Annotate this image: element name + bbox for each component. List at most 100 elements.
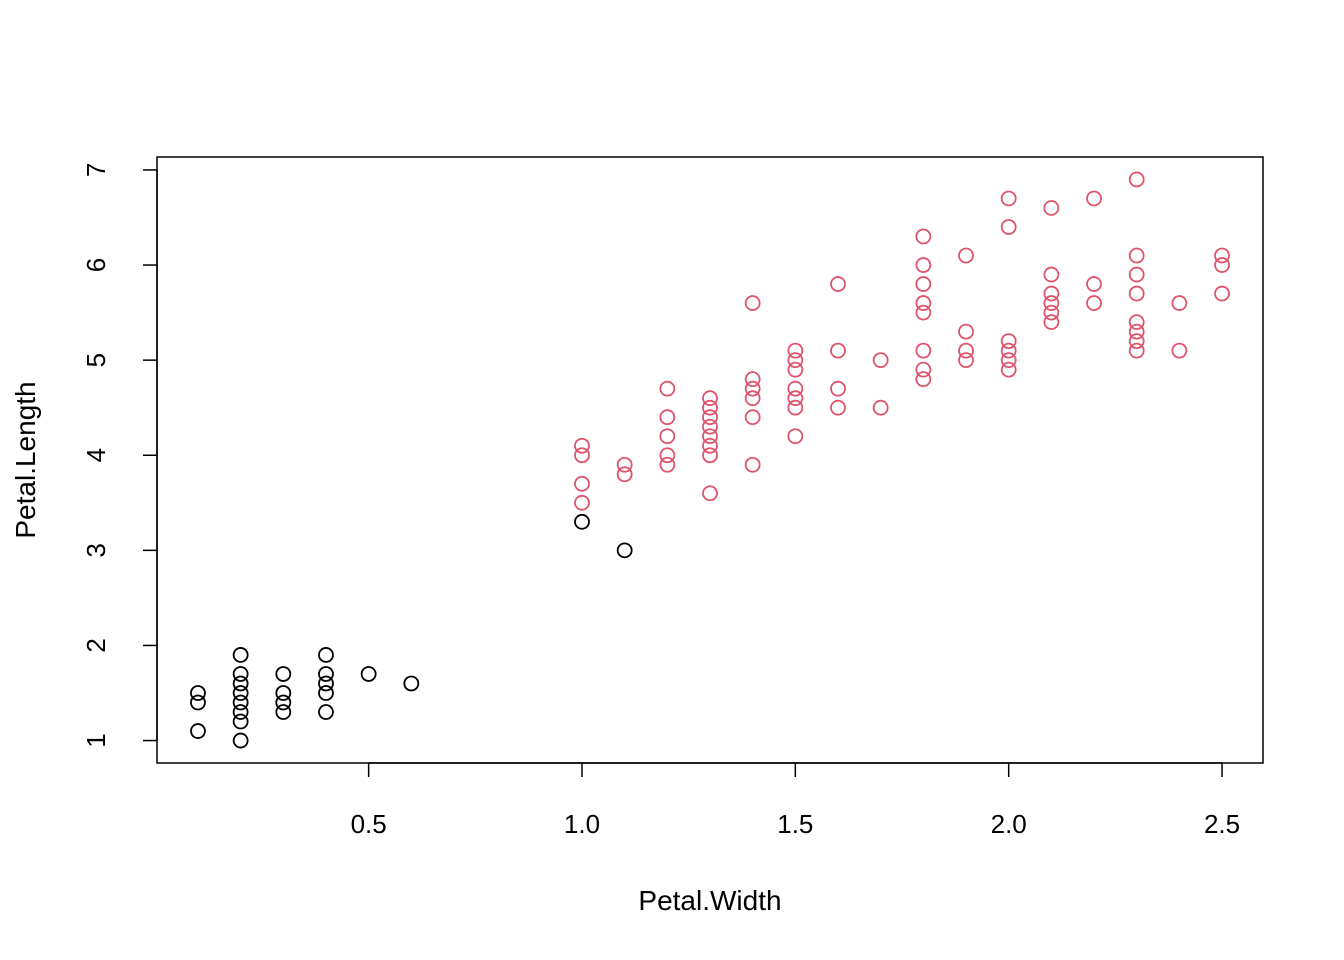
data-point xyxy=(787,342,804,359)
data-point xyxy=(190,723,206,739)
data-point xyxy=(1086,295,1102,311)
data-point xyxy=(1128,171,1145,188)
data-point xyxy=(1128,314,1145,330)
data-point xyxy=(275,685,292,701)
data-point xyxy=(830,380,846,397)
data-point xyxy=(318,675,334,692)
data-point xyxy=(659,380,676,397)
data-point xyxy=(318,685,334,701)
data-point xyxy=(787,380,804,397)
data-point xyxy=(787,428,804,445)
data-point xyxy=(275,666,292,682)
data-point xyxy=(275,704,292,720)
data-point xyxy=(702,428,718,445)
x-axis: 0.5 1.0 1.5 2.0 2.5 xyxy=(351,762,1240,839)
data-point xyxy=(574,513,590,530)
data-point xyxy=(659,409,676,426)
x-tick-label: 1.5 xyxy=(777,809,813,839)
data-point xyxy=(574,437,590,454)
data-point xyxy=(318,666,334,682)
data-point xyxy=(1128,285,1145,302)
y-tick-label: 2 xyxy=(81,638,111,652)
data-point xyxy=(616,542,633,559)
data-point xyxy=(744,390,761,407)
data-point xyxy=(958,352,974,369)
data-point xyxy=(702,437,718,454)
data-point xyxy=(702,390,718,407)
data-point xyxy=(232,666,249,682)
y-axis: 1 2 3 4 5 6 7 xyxy=(81,163,158,748)
data-point xyxy=(574,494,590,511)
data-point xyxy=(1171,342,1188,359)
data-point xyxy=(830,342,846,359)
data-point xyxy=(1043,295,1060,311)
data-point xyxy=(1214,247,1230,264)
data-point xyxy=(915,342,932,359)
data-point xyxy=(574,447,590,464)
data-point xyxy=(574,475,590,492)
data-point xyxy=(872,399,889,416)
data-point xyxy=(702,447,718,464)
data-point xyxy=(744,295,761,311)
data-point xyxy=(232,675,249,692)
data-point xyxy=(1000,361,1017,378)
data-point xyxy=(915,295,932,311)
y-tick-label: 5 xyxy=(81,353,111,367)
data-point xyxy=(659,447,676,464)
y-axis-label: Petal.Length xyxy=(10,381,41,538)
data-point xyxy=(1043,266,1060,283)
data-point xyxy=(1128,342,1145,359)
data-point xyxy=(830,276,846,292)
data-point xyxy=(403,675,420,692)
data-point xyxy=(190,694,206,711)
y-tick-label: 1 xyxy=(81,733,111,747)
data-point xyxy=(1000,333,1017,350)
x-tick-label: 1.0 xyxy=(564,809,600,839)
data-point xyxy=(915,371,932,388)
data-points xyxy=(190,171,1230,749)
data-point xyxy=(702,485,718,502)
data-point xyxy=(232,647,249,663)
data-point xyxy=(915,304,932,321)
data-point xyxy=(744,380,761,397)
data-point xyxy=(232,685,249,701)
data-point xyxy=(915,257,932,273)
data-point xyxy=(616,466,633,483)
data-point xyxy=(702,418,718,435)
data-point xyxy=(702,399,718,416)
x-tick-label: 0.5 xyxy=(351,809,387,839)
data-point xyxy=(1086,276,1102,292)
data-point xyxy=(787,399,804,416)
data-point xyxy=(1000,342,1017,359)
data-point xyxy=(1043,285,1060,302)
data-point xyxy=(232,704,249,720)
data-point xyxy=(190,685,206,701)
data-point xyxy=(659,428,676,445)
data-point xyxy=(958,342,974,359)
data-point xyxy=(318,647,334,663)
data-point xyxy=(958,247,974,264)
data-point xyxy=(616,456,633,473)
x-tick-label: 2.0 xyxy=(991,809,1027,839)
data-point xyxy=(1128,266,1145,283)
data-point xyxy=(702,409,718,426)
data-point xyxy=(958,323,974,340)
data-point xyxy=(275,694,292,711)
x-axis-label: Petal.Width xyxy=(638,885,781,916)
data-point xyxy=(232,713,249,730)
data-point xyxy=(1043,314,1060,330)
data-point xyxy=(1043,200,1060,216)
y-tick-label: 7 xyxy=(81,163,111,177)
y-tick-label: 4 xyxy=(81,448,111,462)
data-point xyxy=(787,352,804,369)
data-point xyxy=(318,704,334,720)
data-point xyxy=(1043,304,1060,321)
y-tick-label: 6 xyxy=(81,258,111,272)
data-point xyxy=(744,371,761,388)
data-point xyxy=(744,409,761,426)
data-point xyxy=(1000,352,1017,369)
data-point xyxy=(872,352,889,369)
data-point xyxy=(787,361,804,378)
data-point xyxy=(360,666,377,682)
data-point xyxy=(1128,247,1145,264)
